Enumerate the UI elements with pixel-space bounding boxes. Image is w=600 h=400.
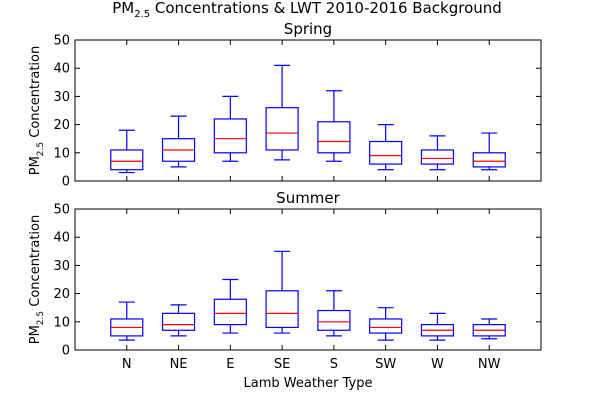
iqr-box <box>420 149 455 165</box>
y-tick-label: 0 <box>62 175 70 190</box>
box-ne <box>161 304 196 337</box>
box-e <box>213 278 247 334</box>
y-axis-label-suffix: Concentration <box>28 46 43 142</box>
box-se <box>265 64 299 161</box>
box-nw <box>472 132 506 171</box>
box-n <box>110 301 144 341</box>
y-tick-label: 20 <box>53 118 70 133</box>
iqr-box <box>317 121 351 154</box>
y-axis-label: PM2.5 Concentration <box>28 215 46 345</box>
y-tick-label: 30 <box>53 90 70 105</box>
x-tick-label: SW <box>375 357 396 372</box>
y-tick-label: 0 <box>62 344 70 359</box>
y-axis-label-subscript: 2.5 <box>36 311 46 325</box>
axes-frame <box>74 208 542 351</box>
y-axis-label-suffix: Concentration <box>28 215 43 311</box>
panel-spring: Spring 0 10 20 30 40 50 PM2.5 Concentration <box>28 20 542 190</box>
x-tick-label: SE <box>274 357 290 372</box>
box-n <box>110 129 144 174</box>
axes-frame <box>74 39 542 182</box>
y-axis-label-subscript: 2.5 <box>36 142 46 156</box>
figure-title: PM2.5 Concentrations & LWT 2010-2016 Bac… <box>112 0 502 20</box>
iqr-box <box>369 140 403 165</box>
y-axis-label-prefix: PM <box>28 156 43 175</box>
y-tick-label: 10 <box>53 315 70 330</box>
y-tick-label: 40 <box>53 62 70 77</box>
box-w <box>420 135 455 171</box>
box-nw <box>472 318 506 340</box>
iqr-box <box>369 318 403 334</box>
iqr-box <box>265 107 299 151</box>
iqr-box <box>472 152 506 168</box>
x-tick-label: S <box>330 357 338 372</box>
y-tick-label: 10 <box>53 146 70 161</box>
iqr-box <box>213 118 247 154</box>
iqr-box <box>265 290 299 329</box>
box-se <box>265 250 299 334</box>
x-tick-label: W <box>431 357 444 372</box>
x-tick-label: N <box>122 357 132 372</box>
panel-title: Summer <box>276 189 340 207</box>
box-sw <box>369 307 403 341</box>
iqr-box <box>213 298 247 326</box>
y-tick-label: 20 <box>53 287 70 302</box>
y-tick-label: 50 <box>53 203 70 218</box>
y-tick-label: 30 <box>53 259 70 274</box>
y-tick-label: 40 <box>53 231 70 246</box>
figure-title-suffix: Concentrations & LWT 2010-2016 Backgroun… <box>150 0 502 17</box>
box-s <box>317 290 351 337</box>
y-axis-label-prefix: PM <box>28 325 43 344</box>
box-sw <box>369 123 403 171</box>
x-axis-label: Lamb Weather Type <box>244 376 373 391</box>
box-s <box>317 90 351 162</box>
y-axis-label: PM2.5 Concentration <box>28 46 46 176</box>
iqr-box <box>317 309 351 331</box>
box-w <box>420 312 455 341</box>
panel-summer: Summer 0 10 20 30 40 50 PM2.5 Concentration N NE E… <box>28 189 542 372</box>
iqr-box <box>161 312 196 331</box>
panel-title: Spring <box>284 20 332 38</box>
x-tick-label: E <box>226 357 234 372</box>
x-tick-label: NE <box>170 357 188 372</box>
figure-title-prefix: PM <box>112 0 134 17</box>
x-tick-label: NW <box>478 357 501 372</box>
box-ne <box>161 115 196 168</box>
figure-title-subscript: 2.5 <box>134 9 150 20</box>
iqr-box <box>110 149 144 171</box>
box-e <box>213 95 247 162</box>
y-tick-label: 50 <box>53 34 70 49</box>
